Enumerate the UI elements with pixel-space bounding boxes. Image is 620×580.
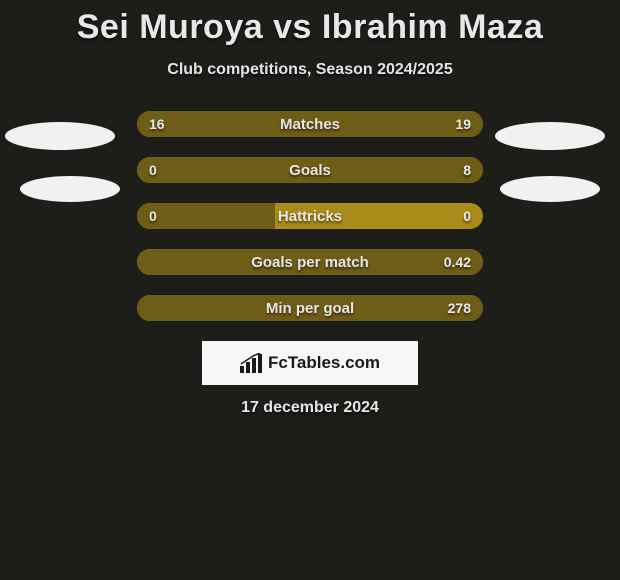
stat-row: 00Hattricks: [137, 203, 483, 229]
stat-row: 1619Matches: [137, 111, 483, 137]
comparison-card: Sei Muroya vs Ibrahim Maza Club competit…: [0, 0, 620, 417]
brand-badge: FcTables.com: [202, 341, 418, 385]
stat-label: Goals per match: [137, 249, 483, 275]
stat-label: Matches: [137, 111, 483, 137]
subtitle: Club competitions, Season 2024/2025: [0, 61, 620, 79]
stat-row: 0.42Goals per match: [137, 249, 483, 275]
photo-placeholder: [500, 176, 600, 202]
stat-row: 08Goals: [137, 157, 483, 183]
photo-placeholder: [20, 176, 120, 202]
brand-text: FcTables.com: [268, 353, 380, 373]
stat-label: Goals: [137, 157, 483, 183]
comparison-bars: 1619Matches 08Goals 00Hattricks 0.42Goals p…: [137, 111, 483, 321]
date: 17 december 2024: [0, 399, 620, 417]
stat-label: Min per goal: [137, 295, 483, 321]
bars-icon: [240, 353, 262, 373]
title: Sei Muroya vs Ibrahim Maza: [0, 8, 620, 47]
photo-placeholder: [5, 122, 115, 150]
stat-label: Hattricks: [137, 203, 483, 229]
photo-placeholder: [495, 122, 605, 150]
stat-row: 278Min per goal: [137, 295, 483, 321]
